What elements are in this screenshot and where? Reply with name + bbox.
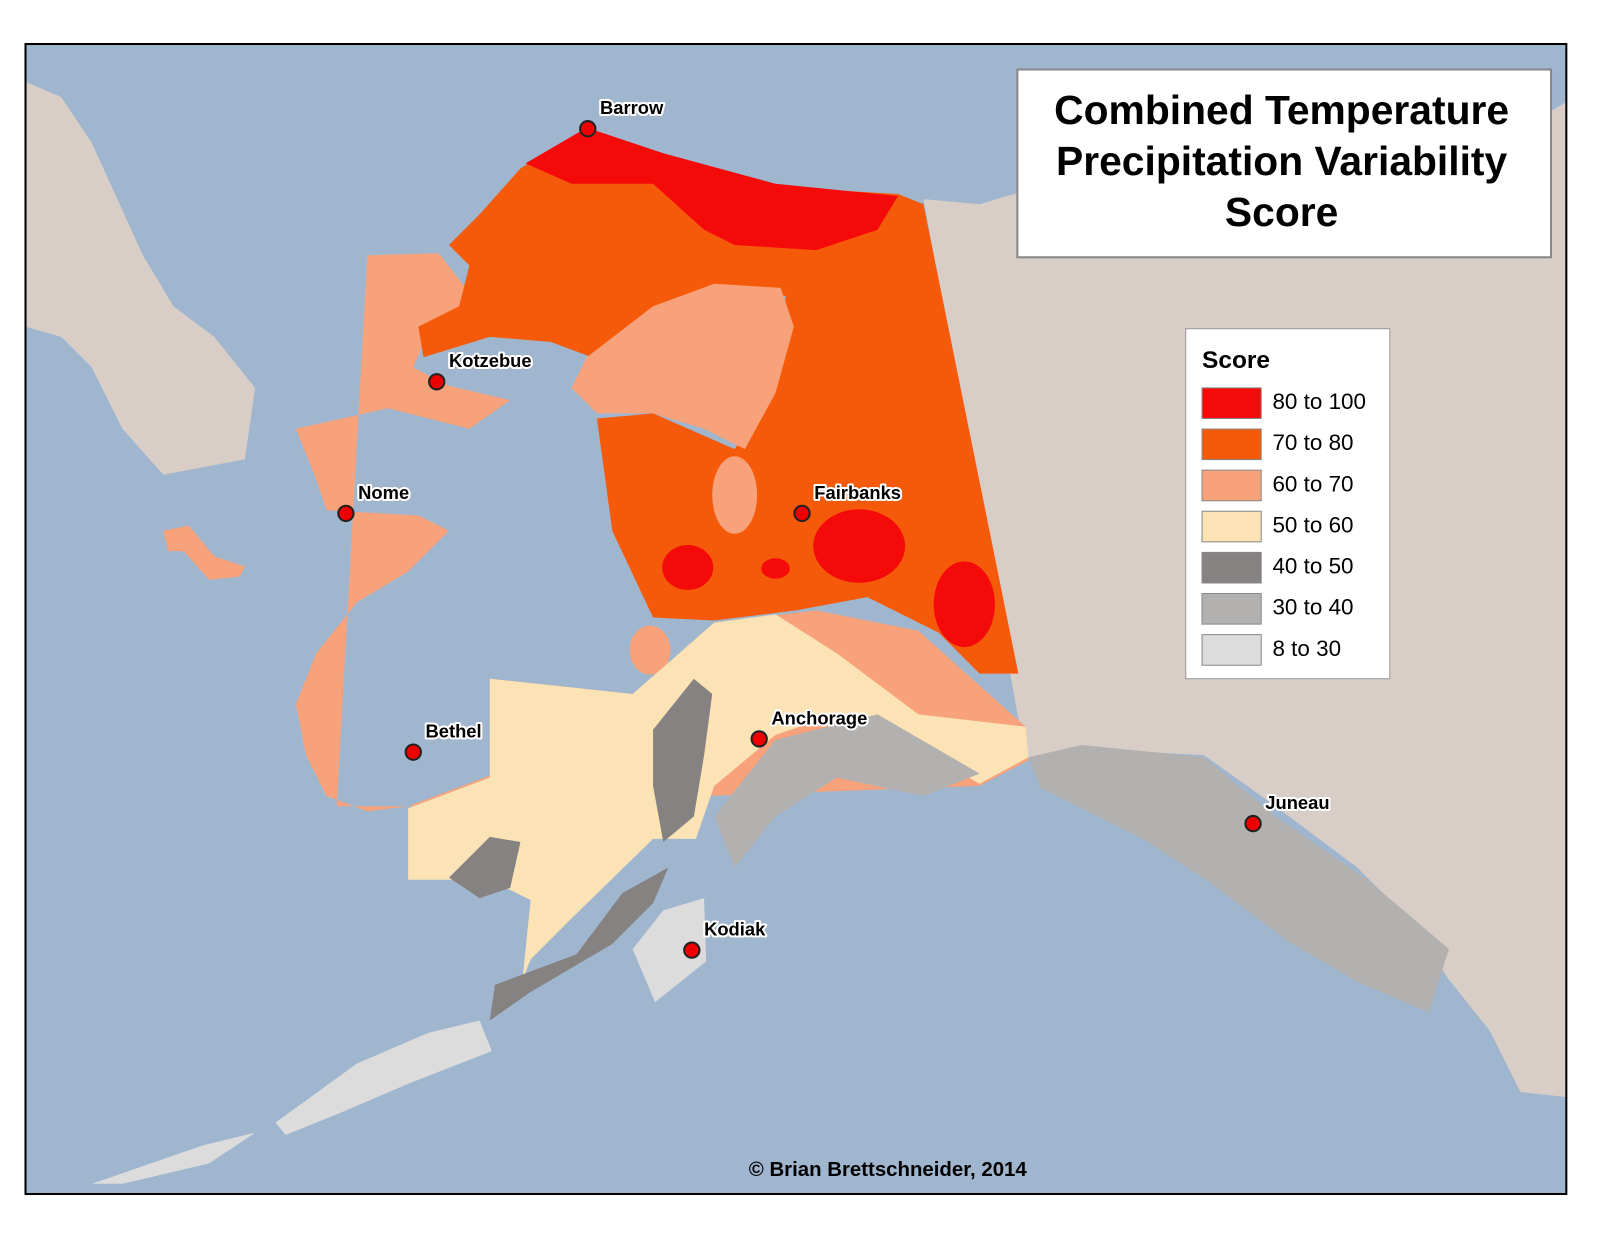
zone-8-30-aleutians [275,1020,492,1135]
city-marker [683,941,701,959]
title-line: Score [1225,189,1338,235]
legend-label: 30 to 40 [1272,595,1353,620]
city-marker [793,504,811,523]
legend-swatch [1201,469,1262,502]
city-marker [337,504,355,523]
legend-label: 8 to 30 [1272,636,1341,661]
city-label: Fairbanks [814,482,901,503]
zone-8-30-kodiak [632,898,707,1003]
zone-80-100-blob [813,509,906,583]
city-label: Bethel [426,721,482,742]
zone-50-60 [408,614,1029,980]
legend-swatch [1201,551,1262,584]
legend-swatch [1201,510,1262,543]
legend-swatch [1201,428,1262,461]
legend-label: 70 to 80 [1272,430,1353,455]
city-label: Nome [358,482,409,503]
city-label: Anchorage [771,707,867,728]
legend-label: 50 to 60 [1272,512,1353,537]
title-line: Combined Temperature [1054,87,1509,133]
zone-8-30-aleutians-west [91,1132,256,1184]
zone-80-100-blob [662,545,714,590]
zone-40-50-kenai [653,678,713,842]
city-label: Kotzebue [449,350,532,371]
siberian-island [163,525,245,580]
zone-40-50-peninsula [489,867,669,1021]
zone-60-70-patch [712,456,758,534]
zone-60-70-interior [571,283,794,450]
legend-swatch [1201,634,1262,666]
zone-60-70-patch [629,625,671,675]
zone-30-40-gulf [714,714,980,868]
legend-swatch [1201,592,1262,625]
credit: © Brian Brettschneider, 2014 [749,1159,1028,1181]
city-label: Kodiak [704,919,766,940]
legend-swatch [1201,387,1262,420]
zone-80-100-blob [933,561,995,648]
title-panel [1016,68,1553,259]
zone-40-50-bristol [448,836,521,899]
legend-panel [1185,328,1391,680]
cities: Barrow Kotzebue Nome Fairbanks Bethel Anchora… [337,95,1332,959]
zone-30-40-panhandle [1028,745,1449,1013]
title-box: Combined Temperature Precipitation Variab… [1016,68,1553,259]
title-line: Precipitation Variability [1056,138,1507,184]
legend: Score 80 to 100 70 to 80 60 to 70 50 to 60 4… [1185,328,1391,680]
zone-80-100-north [525,127,898,251]
legend-label: 80 to 100 [1272,389,1366,414]
legend-label: 60 to 70 [1272,471,1353,496]
city-marker [404,743,422,761]
legend-label: 40 to 50 [1272,554,1353,579]
city-marker [579,120,597,138]
city-label: Juneau [1265,792,1329,813]
city-label: Barrow [600,97,664,118]
legend-title: Score [1202,347,1270,374]
city-marker [750,730,768,748]
city-marker [1244,814,1262,833]
city-marker [428,373,446,391]
frame-border [24,42,1568,1196]
zone-80-100-blob [761,558,790,579]
russia-land [25,81,256,475]
